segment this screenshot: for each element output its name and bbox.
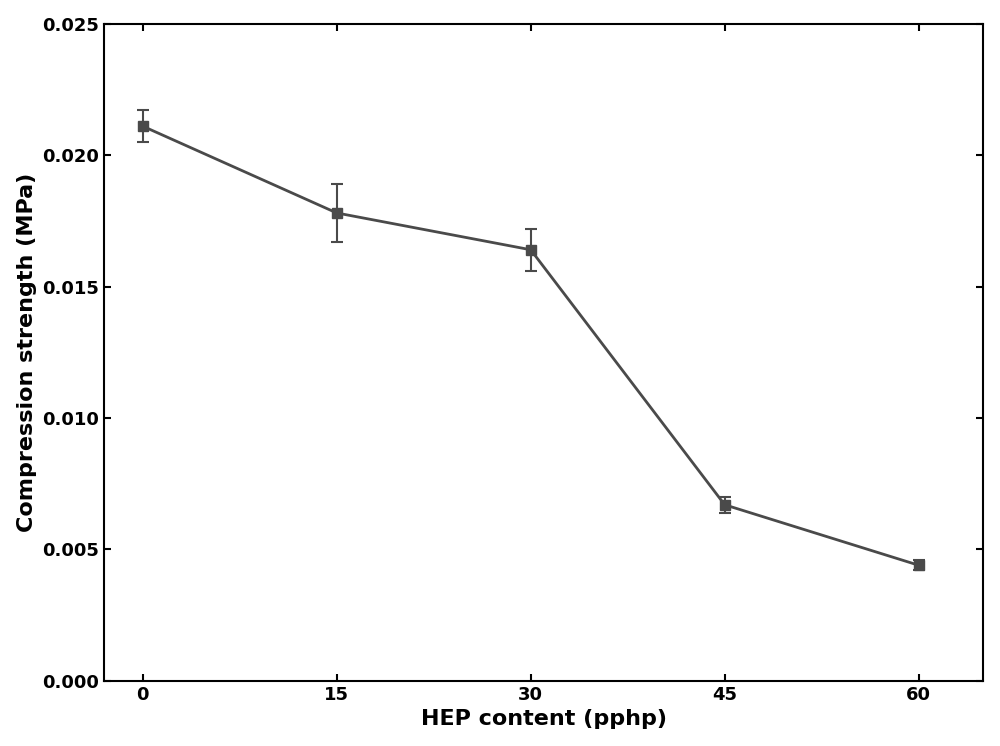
X-axis label: HEP content (pphp): HEP content (pphp) [421, 709, 667, 730]
Y-axis label: Compression strength (MPa): Compression strength (MPa) [17, 172, 37, 532]
